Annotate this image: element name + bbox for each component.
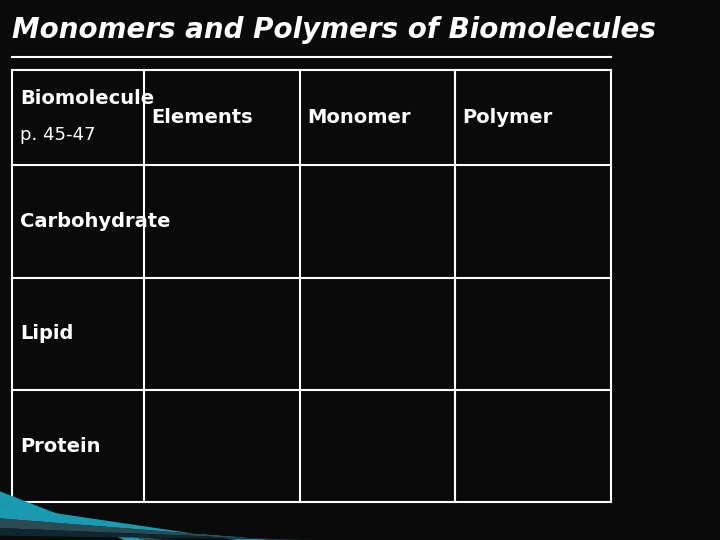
Polygon shape [0, 528, 324, 540]
Polygon shape [0, 491, 146, 540]
Text: Carbohydrate: Carbohydrate [20, 212, 171, 231]
Text: Polymer: Polymer [462, 108, 553, 127]
Text: p. 45-47: p. 45-47 [20, 126, 96, 144]
Polygon shape [0, 518, 299, 540]
Text: Monomers and Polymers of Biomolecules: Monomers and Polymers of Biomolecules [12, 16, 657, 44]
Text: Biomolecule: Biomolecule [20, 89, 154, 108]
Text: Elements: Elements [151, 108, 253, 127]
Polygon shape [0, 505, 274, 540]
Polygon shape [0, 505, 165, 540]
Text: Lipid: Lipid [20, 324, 73, 343]
Polygon shape [0, 516, 184, 540]
Text: Protein: Protein [20, 436, 100, 456]
Text: Monomer: Monomer [307, 108, 410, 127]
